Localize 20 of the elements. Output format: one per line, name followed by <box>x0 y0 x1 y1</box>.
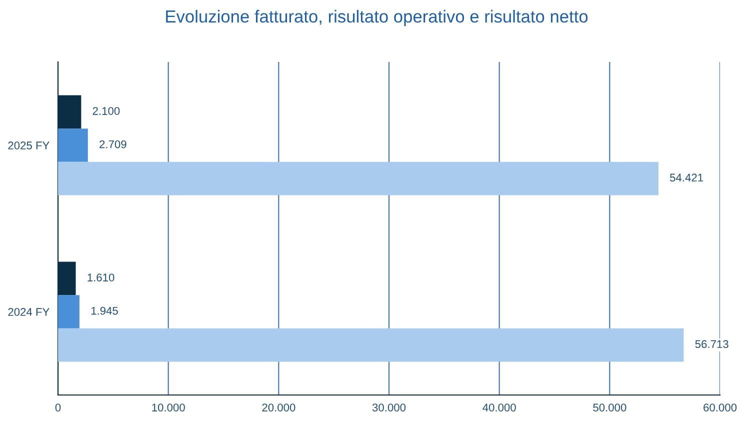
data-label: 54.421 <box>670 174 703 182</box>
y-tick-label: 2024 FY <box>8 308 50 316</box>
data-label: 1.610 <box>88 274 114 282</box>
bar <box>58 162 658 196</box>
x-tick-label: 60.000 <box>704 404 737 412</box>
x-tick-label: 30.000 <box>372 404 406 412</box>
x-tick-label: 0 <box>55 404 61 412</box>
data-label: 2.709 <box>100 140 126 148</box>
x-tick-label: 10.000 <box>152 404 185 412</box>
data-label: 56.713 <box>695 340 728 348</box>
bar <box>58 328 684 362</box>
data-label: 1.945 <box>91 306 118 315</box>
chart-title: Evoluzione fatturato, risultato operativo e risultato netto <box>166 10 588 26</box>
y-tick-label: 2025 FY <box>8 142 50 150</box>
x-tick-label: 20.000 <box>262 404 296 412</box>
x-tick-label: 50.000 <box>593 404 626 412</box>
bar <box>58 128 88 162</box>
data-label: 2.100 <box>92 107 120 115</box>
x-tick-label: 40.000 <box>482 404 516 412</box>
bar <box>58 295 80 328</box>
